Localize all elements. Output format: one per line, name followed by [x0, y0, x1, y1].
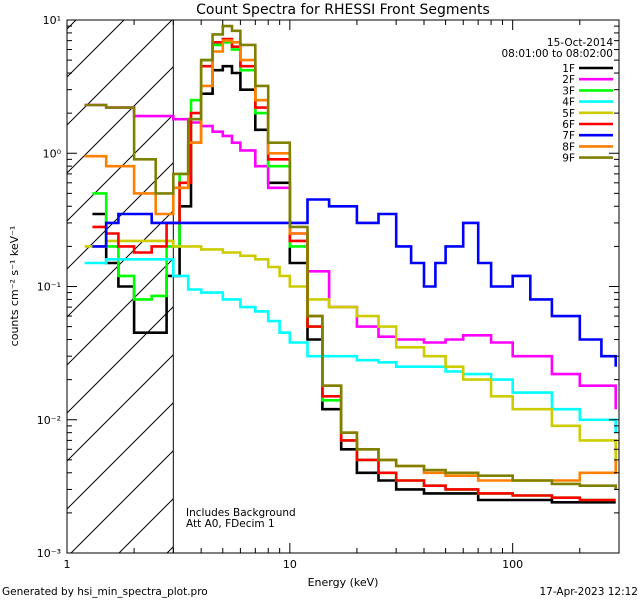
series-layer: [84, 24, 617, 504]
series-line-1f: [92, 64, 616, 504]
axis-ticks: 1 10 100 10¹ 10⁰ 10⁻¹ 10⁻² 10⁻³: [37, 14, 620, 571]
x-tick-label: 1: [64, 558, 71, 571]
y-tick-label: 10⁻³: [37, 547, 61, 560]
legend-label-1f: 1F: [562, 63, 575, 75]
x-tick-label: 100: [502, 558, 523, 571]
series-line-7f: [92, 198, 617, 367]
series-line-5f: [84, 239, 617, 460]
footer-generated-by: Generated by hsi_min_spectra_plot.pro: [2, 586, 208, 598]
chart-title: Count Spectra for RHESSI Front Segments: [196, 2, 490, 18]
y-tick-label: 10⁻¹: [37, 281, 61, 294]
x-tick-label: 10: [283, 558, 297, 571]
legend-label-7f: 7F: [562, 130, 575, 142]
legend-label-6f: 6F: [562, 119, 575, 131]
y-tick-label: 10¹: [43, 14, 61, 27]
legend-label-4f: 4F: [562, 97, 575, 109]
series-line-4f: [84, 258, 617, 433]
legend-label-2f: 2F: [562, 74, 575, 86]
legend-date: 15-Oct-2014: [547, 37, 613, 49]
footer-timestamp: 17-Apr-2023 12:12: [539, 586, 638, 598]
legend-label-9f: 9F: [562, 153, 575, 165]
annotation-background: Includes Background: [186, 507, 296, 519]
y-axis-label: counts cm⁻² s⁻¹ keV⁻¹: [8, 226, 21, 347]
annotation-attenuator: Att A0, FDecim 1: [186, 518, 275, 530]
y-tick-label: 10⁻²: [37, 414, 61, 427]
legend-label-5f: 5F: [562, 108, 575, 120]
series-line-9f: [84, 24, 617, 490]
y-tick-label: 10⁰: [43, 147, 62, 160]
legend-time-range: 08:01:00 to 08:02:00: [501, 48, 613, 60]
legend-label-3f: 3F: [562, 85, 575, 97]
x-axis-label: Energy (keV): [308, 576, 379, 589]
legend-label-8f: 8F: [562, 141, 575, 153]
